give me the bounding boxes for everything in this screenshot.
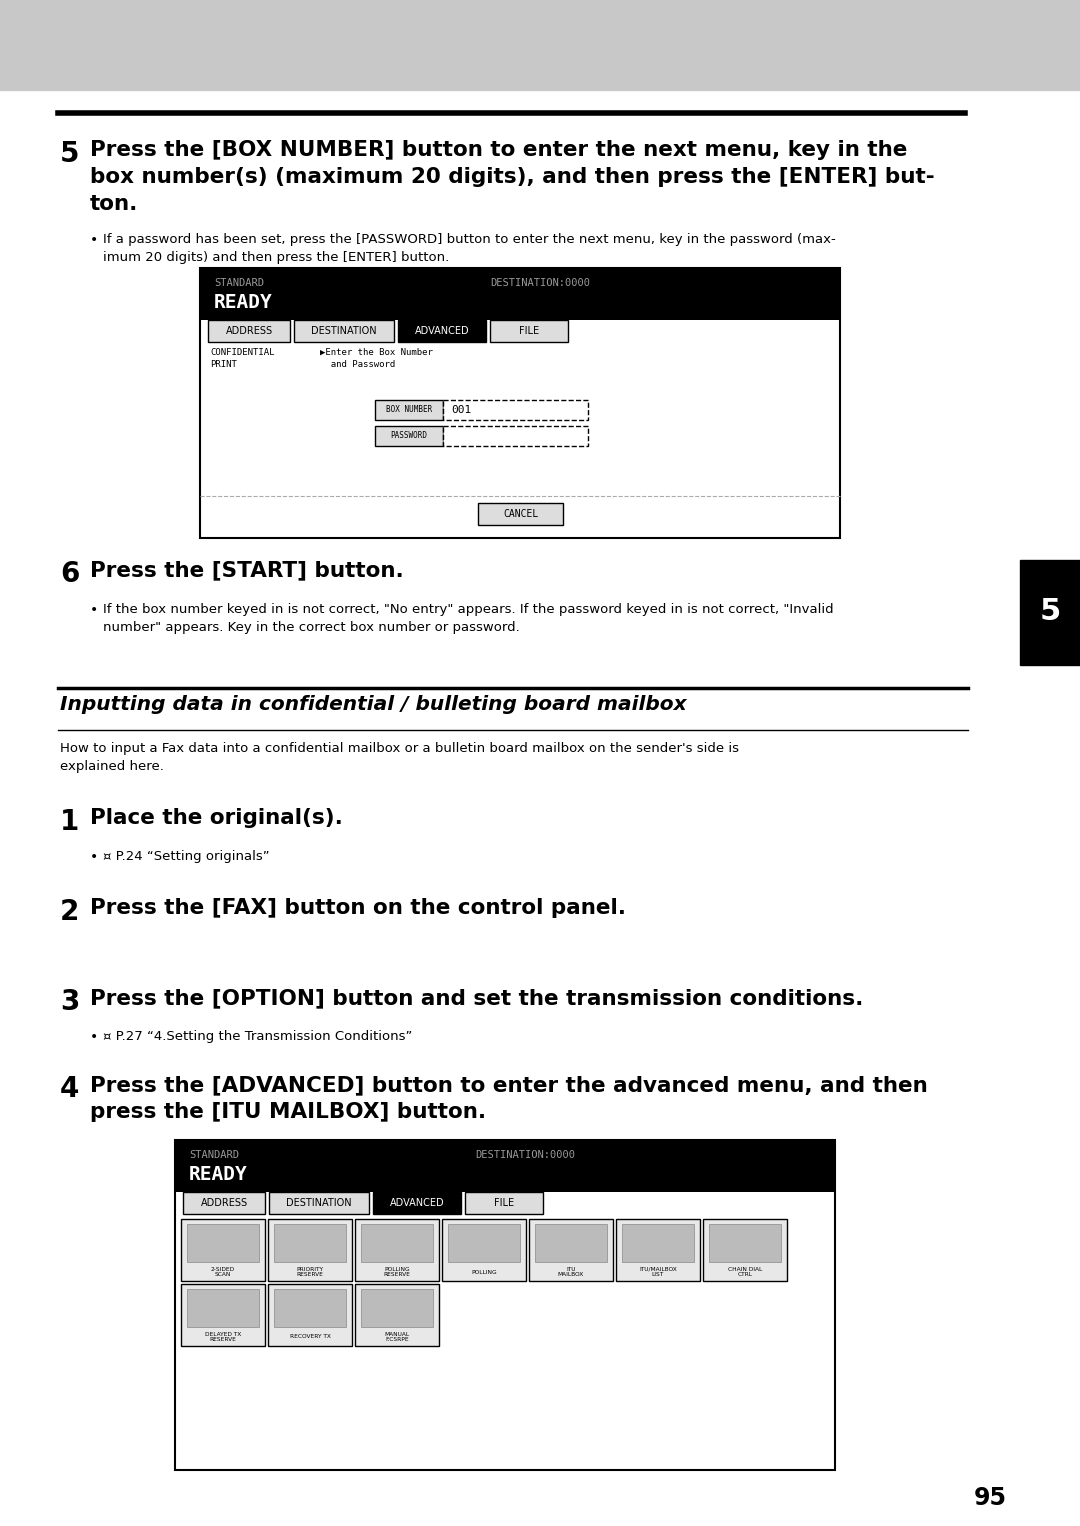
Bar (373, 1192, 461, 1215)
Text: PRIORITY
RESERVE: PRIORITY RESERVE (297, 1267, 324, 1277)
Text: STANDARD: STANDARD (189, 1151, 239, 1160)
Text: READY: READY (189, 1164, 247, 1184)
Text: If the box number keyed in is not correct, "No entry" appears. If the password k: If the box number keyed in is not correc… (103, 603, 834, 633)
Bar (1020, 560, 1080, 665)
Text: PASSWORD: PASSWORD (391, 432, 428, 441)
Text: ADDRESS: ADDRESS (201, 1198, 247, 1209)
Text: ADVANCED: ADVANCED (415, 327, 470, 336)
Bar (703, 1219, 787, 1280)
Bar (183, 1192, 265, 1215)
Bar (181, 1283, 265, 1346)
Bar (208, 320, 291, 342)
Text: ¤ P.24 “Setting originals”: ¤ P.24 “Setting originals” (103, 850, 270, 864)
Bar (622, 1224, 694, 1262)
Text: Place the original(s).: Place the original(s). (90, 807, 342, 829)
Text: RECOVERY TX: RECOVERY TX (289, 1335, 330, 1340)
Text: •: • (90, 850, 98, 864)
Text: 5: 5 (60, 140, 80, 168)
Bar (535, 1224, 607, 1262)
Text: Inputting data in confidential / bulleting board mailbox: Inputting data in confidential / bulleti… (60, 694, 687, 714)
Bar (465, 1192, 543, 1215)
Bar (294, 320, 394, 342)
Text: ADVANCED: ADVANCED (390, 1198, 444, 1209)
Text: MANUAL
F.CSRPE: MANUAL F.CSRPE (384, 1332, 409, 1343)
Bar (448, 1224, 519, 1262)
Bar (269, 1192, 369, 1215)
Bar (355, 1219, 438, 1280)
Text: If a password has been set, press the [PASSWORD] button to enter the next menu, : If a password has been set, press the [P… (103, 233, 836, 264)
Text: DESTINATION:0000: DESTINATION:0000 (490, 278, 590, 288)
Text: DESTINATION: DESTINATION (286, 1198, 352, 1209)
Bar (175, 1140, 835, 1192)
Bar (529, 1219, 613, 1280)
Text: CANCEL: CANCEL (503, 510, 538, 519)
Text: •: • (90, 1030, 98, 1044)
Bar (375, 400, 443, 420)
Text: DESTINATION: DESTINATION (311, 327, 377, 336)
Text: FILE: FILE (518, 327, 539, 336)
Bar (361, 1289, 433, 1328)
Text: Press the [START] button.: Press the [START] button. (90, 560, 404, 580)
Text: 2: 2 (60, 897, 79, 926)
Bar (200, 269, 840, 320)
Text: POLLING
RESERVE: POLLING RESERVE (383, 1267, 410, 1277)
Text: ¤ P.27 “4.Setting the Transmission Conditions”: ¤ P.27 “4.Setting the Transmission Condi… (103, 1030, 413, 1042)
Text: 2-SIDED
SCAN: 2-SIDED SCAN (211, 1267, 235, 1277)
Bar (200, 269, 840, 539)
Text: POLLING: POLLING (471, 1270, 497, 1274)
Bar (443, 400, 588, 420)
Text: DESTINATION:0000: DESTINATION:0000 (475, 1151, 575, 1160)
Bar (175, 1140, 835, 1470)
Text: STANDARD: STANDARD (214, 278, 264, 288)
Bar (355, 1283, 438, 1346)
Text: 95: 95 (973, 1486, 1007, 1511)
Text: Press the [FAX] button on the control panel.: Press the [FAX] button on the control pa… (90, 897, 626, 919)
Bar (268, 1283, 352, 1346)
Text: ▶Enter the Box Number
  and Password: ▶Enter the Box Number and Password (320, 348, 433, 369)
Text: Press the [OPTION] button and set the transmission conditions.: Press the [OPTION] button and set the tr… (90, 987, 863, 1009)
Text: How to input a Fax data into a confidential mailbox or a bulletin board mailbox : How to input a Fax data into a confident… (60, 742, 739, 774)
Text: •: • (90, 233, 98, 247)
Bar (443, 426, 588, 446)
Bar (616, 1219, 700, 1280)
Text: 4: 4 (60, 1074, 79, 1103)
Bar (274, 1289, 346, 1328)
Bar (478, 504, 563, 525)
Bar (181, 1219, 265, 1280)
Text: DELAYED TX
RESERVE: DELAYED TX RESERVE (205, 1332, 241, 1343)
Bar (442, 1219, 526, 1280)
Bar (708, 1224, 781, 1262)
Text: ADDRESS: ADDRESS (226, 327, 272, 336)
Text: 5: 5 (1039, 598, 1061, 627)
Text: CHAIN DIAL
CTRL: CHAIN DIAL CTRL (728, 1267, 762, 1277)
Text: ITU
MAILBOX: ITU MAILBOX (558, 1267, 584, 1277)
Text: Press the [BOX NUMBER] button to enter the next menu, key in the
box number(s) (: Press the [BOX NUMBER] button to enter t… (90, 140, 934, 214)
Bar (375, 426, 443, 446)
Text: 001: 001 (451, 404, 471, 415)
Text: READY: READY (214, 293, 273, 311)
Bar (268, 1219, 352, 1280)
Text: FILE: FILE (494, 1198, 514, 1209)
Bar (187, 1289, 259, 1328)
Bar (490, 320, 568, 342)
Text: •: • (90, 603, 98, 617)
Text: 6: 6 (60, 560, 79, 588)
Text: CONFIDENTIAL
PRINT: CONFIDENTIAL PRINT (210, 348, 274, 369)
Bar (187, 1224, 259, 1262)
Text: Press the [ADVANCED] button to enter the advanced menu, and then
press the [ITU : Press the [ADVANCED] button to enter the… (90, 1074, 928, 1122)
Bar (274, 1224, 346, 1262)
Bar (399, 320, 486, 342)
Text: 1: 1 (60, 807, 79, 836)
Text: ITU/MAILBOX
LIST: ITU/MAILBOX LIST (639, 1267, 677, 1277)
Bar (0, 0, 1080, 90)
Bar (361, 1224, 433, 1262)
Text: BOX NUMBER: BOX NUMBER (386, 406, 432, 415)
Text: 3: 3 (60, 987, 79, 1016)
